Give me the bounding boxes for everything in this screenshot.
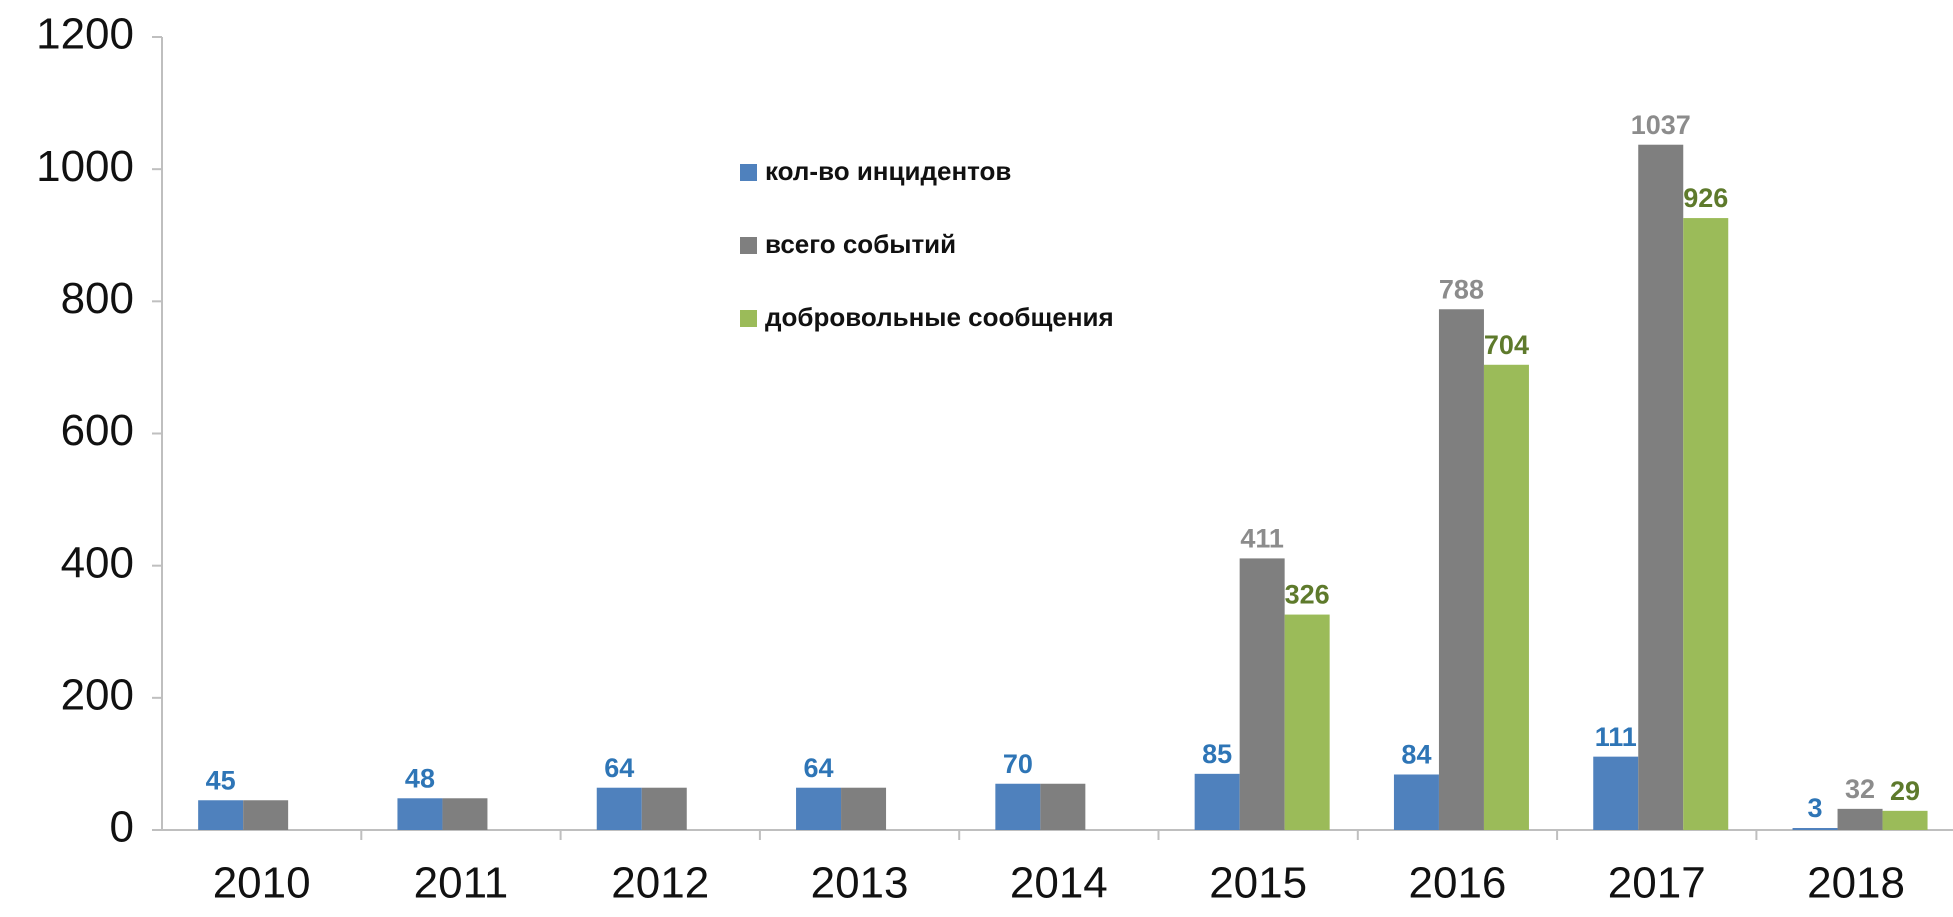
- x-tick-label: 2012: [611, 859, 709, 908]
- data-label: 64: [604, 753, 634, 783]
- y-tick-label: 800: [61, 274, 134, 323]
- data-label: 45: [206, 765, 236, 795]
- bar: [1638, 144, 1684, 831]
- bar: [1837, 808, 1883, 830]
- bar: [796, 787, 842, 830]
- data-label: 70: [1003, 749, 1033, 779]
- bar: [995, 783, 1041, 830]
- data-label: 111: [1595, 722, 1637, 752]
- y-tick-label: 200: [61, 670, 134, 719]
- bar: [841, 787, 887, 830]
- bar: [1284, 614, 1330, 830]
- bar: [1483, 364, 1529, 830]
- data-label: 32: [1845, 774, 1875, 804]
- data-label: 1037: [1631, 110, 1691, 140]
- bar: [243, 800, 289, 830]
- bar: [596, 787, 642, 830]
- legend-label: добровольные сообщения: [765, 302, 1114, 332]
- data-label: 48: [405, 763, 435, 793]
- x-tick-label: 2011: [414, 859, 509, 908]
- bar: [198, 800, 244, 830]
- legend-swatch: [740, 164, 757, 181]
- x-tick-label: 2014: [1010, 859, 1108, 908]
- data-label: 411: [1240, 524, 1284, 554]
- bar: [1593, 756, 1639, 830]
- bar: [1792, 828, 1838, 830]
- data-label: 704: [1484, 330, 1529, 360]
- y-tick-label: 600: [61, 406, 134, 455]
- y-tick-label: 0: [110, 803, 134, 852]
- y-tick-label: 1000: [36, 142, 134, 191]
- data-label: 84: [1401, 740, 1431, 770]
- data-label: 788: [1439, 274, 1484, 304]
- data-label: 3: [1808, 793, 1823, 823]
- data-label: 29: [1890, 776, 1920, 806]
- x-tick-label: 2010: [213, 859, 311, 908]
- bar: [1438, 309, 1484, 831]
- data-label: 64: [804, 753, 834, 783]
- y-tick-label: 400: [61, 538, 134, 587]
- bar: [1683, 218, 1729, 830]
- bar: [1194, 773, 1240, 830]
- bar: [641, 787, 687, 830]
- x-tick-label: 2018: [1807, 859, 1905, 908]
- x-tick-label: 2016: [1409, 859, 1507, 908]
- bar: [442, 798, 488, 830]
- legend-swatch: [740, 310, 757, 327]
- bar: [1393, 774, 1439, 830]
- legend-swatch: [740, 237, 757, 254]
- legend-label: всего событий: [765, 229, 956, 259]
- data-label: 326: [1285, 580, 1330, 610]
- bar: [1239, 558, 1285, 830]
- bar: [1882, 810, 1928, 830]
- bar: [1040, 783, 1086, 830]
- y-tick-label: 1200: [36, 10, 134, 59]
- bar: [397, 798, 443, 830]
- x-tick-label: 2017: [1608, 859, 1706, 908]
- legend-label: кол-во инцидентов: [765, 156, 1011, 186]
- data-label: 85: [1202, 739, 1232, 769]
- x-tick-label: 2015: [1209, 859, 1307, 908]
- data-label: 926: [1683, 183, 1728, 213]
- x-tick-label: 2013: [811, 859, 909, 908]
